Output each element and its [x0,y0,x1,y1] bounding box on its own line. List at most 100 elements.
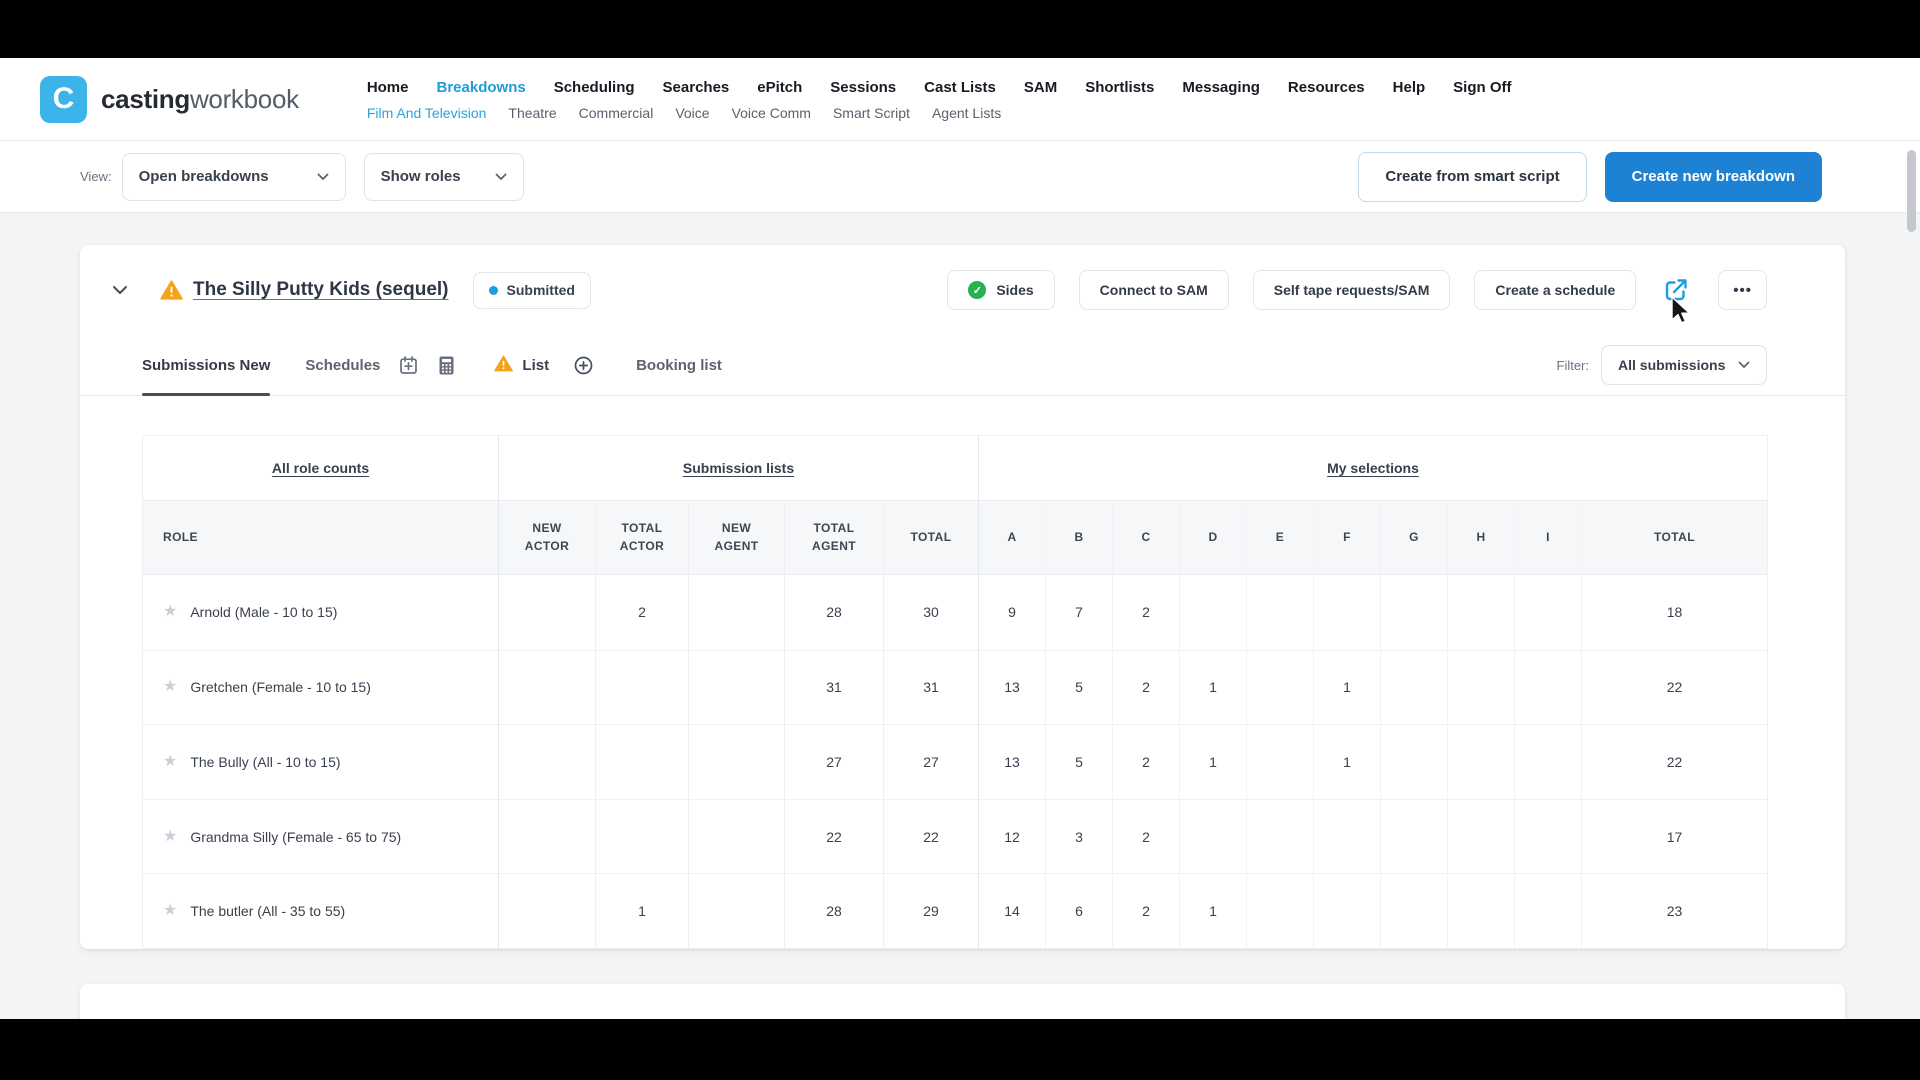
logo-text-bold: casting [101,83,190,114]
subnav-item-commercial[interactable]: Commercial [578,105,654,121]
tab-submissions-new[interactable]: Submissions New [142,335,271,396]
group-my-selections[interactable]: My selections [978,436,1767,500]
project-header-row: The Silly Putty Kids (sequel) Submitted … [80,245,1845,335]
project-title[interactable]: The Silly Putty Kids (sequel) [193,279,449,300]
selections-total-cell: 17 [1581,799,1767,874]
subnav-item-smart-script[interactable]: Smart Script [832,105,910,121]
nav-item-resources[interactable]: Resources [1287,79,1365,96]
roles-dropdown[interactable]: Show roles [363,152,524,201]
action-create-a-schedule-button[interactable]: Create a schedule [1474,270,1637,310]
calculator-icon[interactable] [435,353,458,378]
selection-cell [1447,874,1514,948]
star-icon[interactable]: ★ [163,827,178,845]
nav-item-shortlists[interactable]: Shortlists [1085,79,1155,96]
role-cell: ★ Grandma Silly (Female - 65 to 75) [143,800,498,874]
action-connect-to-sam-button[interactable]: Connect to SAM [1078,270,1229,310]
star-icon[interactable]: ★ [163,902,178,920]
primary-nav: Home Breakdowns Scheduling Searches ePitch Se… [367,79,1512,96]
selection-cell: 5 [1045,725,1112,799]
selection-cell: 2 [1112,799,1179,874]
nav-item-scheduling[interactable]: Scheduling [553,79,635,96]
selection-cell: 2 [1112,874,1179,948]
nav-item-cast-lists[interactable]: Cast Lists [924,79,996,96]
logo[interactable]: C castingworkbook [40,75,299,123]
main-nav: Home Breakdowns Scheduling Searches ePitch Se… [367,77,1512,121]
warning-icon [160,280,183,300]
action-self-tape-requests-sam-button[interactable]: Self tape requests/SAM [1252,270,1451,310]
selection-cell: 13 [978,725,1045,799]
role-label: Gretchen (Female - 10 to 15) [190,679,371,696]
chevron-down-icon [317,173,328,180]
stat-cell: 29 [883,874,978,948]
column-letter-g: G [1380,501,1447,574]
table-row: ★ Gretchen (Female - 10 to 15) 31 31 13 5 2 1 1 2… [143,649,1767,725]
selection-cell [1313,575,1380,650]
stat-cell: 31 [784,650,883,725]
view-dropdown-value: Open breakdowns [138,168,269,185]
selection-cell [1246,575,1313,650]
selection-cell [1246,874,1313,948]
tab-list[interactable]: List [494,335,549,395]
selection-cell [1447,575,1514,650]
selection-cell [1246,650,1313,725]
subnav-item-agent-lists[interactable]: Agent Lists [931,105,1002,121]
nav-item-searches[interactable]: Searches [662,79,730,96]
selection-cell: 1 [1313,725,1380,799]
view-dropdown[interactable]: Open breakdowns [121,152,346,201]
action-sides-button[interactable]: ✓ Sides [947,270,1055,310]
selection-cell [1447,799,1514,874]
stat-cell [595,725,688,799]
nav-item-epitch[interactable]: ePitch [757,79,803,96]
action-label: Self tape requests/SAM [1273,282,1430,298]
site-header: C castingworkbook Home Breakdowns Scheduli… [0,58,1920,141]
filter-dropdown[interactable]: All submissions [1601,345,1767,385]
subnav-item-theatre[interactable]: Theatre [508,105,557,121]
selection-cell [1380,874,1447,948]
nav-item-help[interactable]: Help [1392,79,1426,96]
subnav-item-film-and-television[interactable]: Film And Television [366,105,487,121]
nav-item-messaging[interactable]: Messaging [1182,79,1260,96]
group-header-row: All role counts Submission lists My sele… [143,436,1767,500]
selection-cell: 1 [1179,725,1246,799]
role-label: Arnold (Male - 10 to 15) [190,604,338,621]
share-icon[interactable] [1660,274,1692,306]
group-all-role-counts[interactable]: All role counts [271,460,370,476]
create-from-smart-script-button[interactable]: Create from smart script [1358,151,1587,202]
status-badge: Submitted [472,271,591,309]
circle-plus-icon[interactable] [571,353,596,378]
tab-label: Submissions New [142,356,271,374]
column-new-actor: NEW ACTOR [498,501,595,574]
selection-cell [1380,725,1447,799]
tab-booking-list[interactable]: Booking list [636,335,722,395]
calendar-plus-icon[interactable] [396,353,421,378]
nav-item-home[interactable]: Home [366,79,409,96]
filter-dropdown-value: All submissions [1618,357,1726,373]
stat-cell [688,874,784,948]
selection-cell [1313,799,1380,874]
column-total: TOTAL [883,501,978,574]
selection-cell [1447,650,1514,725]
action-label: Create a schedule [1495,282,1616,298]
tab-schedules[interactable]: Schedules [305,335,380,395]
nav-item-sign-off[interactable]: Sign Off [1453,79,1512,96]
stat-cell: 28 [784,874,883,948]
create-new-breakdown-button[interactable]: Create new breakdown [1604,151,1822,202]
nav-item-sam[interactable]: SAM [1023,79,1058,96]
subnav-item-voice[interactable]: Voice [675,105,710,121]
subnav-item-voice-comm[interactable]: Voice Comm [731,105,811,121]
more-options-button[interactable]: ••• [1718,270,1767,310]
selections-total-cell: 23 [1581,874,1767,948]
star-icon[interactable]: ★ [163,752,178,770]
nav-item-sessions[interactable]: Sessions [830,79,897,96]
tabs-bar: Submissions New Schedules List [80,335,1845,396]
collapse-chevron-icon[interactable] [108,281,132,299]
star-icon[interactable]: ★ [163,603,178,621]
main-content: The Silly Putty Kids (sequel) Submitted … [0,245,1920,1019]
selection-cell: 12 [978,799,1045,874]
column-letter-h: H [1447,501,1514,574]
star-icon[interactable]: ★ [163,678,178,696]
group-submission-lists[interactable]: Submission lists [498,436,978,500]
nav-item-breakdowns[interactable]: Breakdowns [436,79,526,96]
scrollbar-thumb[interactable] [1907,150,1916,232]
logo-text-light: workbook [189,83,299,114]
